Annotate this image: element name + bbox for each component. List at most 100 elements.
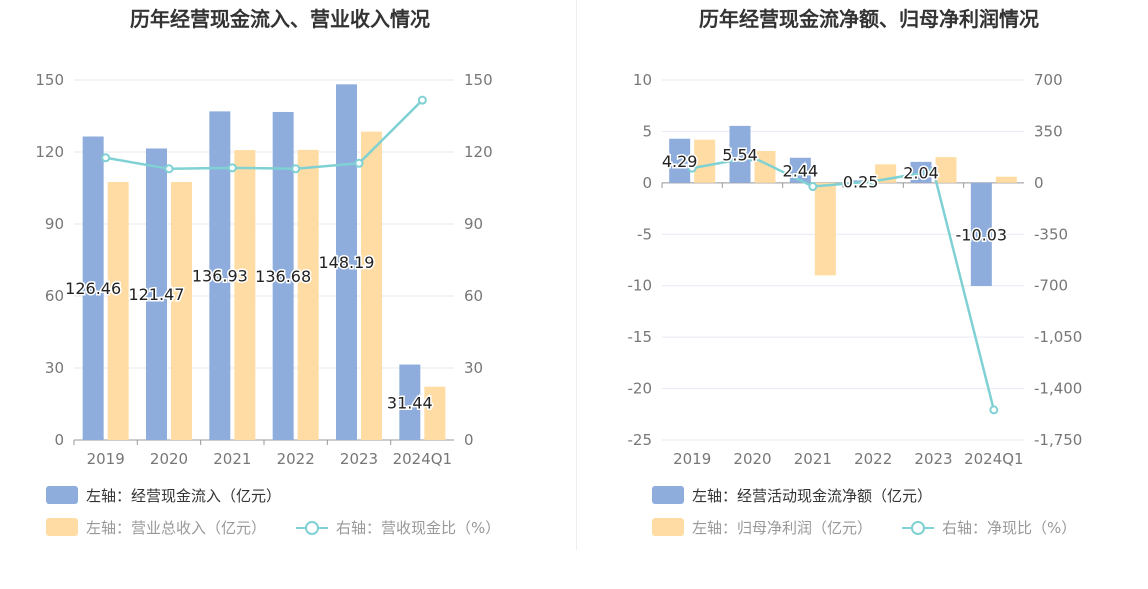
line-series bbox=[691, 155, 996, 411]
x-axis-tick-label: 2021 bbox=[794, 450, 832, 468]
cashflow-revenue-chart: 历年经营现金流入、营业收入情况 0 30 60 90 120 150 0 30 60 90 120 15… bbox=[35, 7, 500, 537]
left-axis-tick-label: 60 bbox=[45, 287, 64, 305]
legend-line-marker bbox=[305, 521, 319, 535]
bar-data-label: 31.44 bbox=[387, 393, 433, 412]
line-point bbox=[929, 166, 938, 176]
left-axis-tick-label: 120 bbox=[35, 143, 64, 161]
x-axis-tick-label: 2019 bbox=[673, 450, 711, 468]
right-axis-tick-label: -350 bbox=[1034, 225, 1068, 243]
legend-label-line: 右轴：净现比（%） bbox=[942, 519, 1076, 537]
panel-divider bbox=[576, 0, 577, 550]
left-axis-tick-label: 30 bbox=[45, 359, 64, 377]
line-point bbox=[748, 152, 757, 162]
right-axis-tick-label: -1,750 bbox=[1034, 431, 1082, 449]
x-axis-tick-label: 2020 bbox=[733, 450, 771, 468]
legend-swatch-secondary bbox=[652, 518, 684, 536]
bar-secondary bbox=[995, 176, 1017, 183]
line-point bbox=[417, 95, 427, 105]
bar-data-label: 126.46 bbox=[65, 279, 121, 298]
bar-data-label: 5.54 bbox=[722, 145, 758, 164]
bar-secondary bbox=[297, 149, 319, 440]
legend-label-primary: 左轴：经营活动现金流净额（亿元） bbox=[692, 487, 932, 505]
x-axis-tick-label: 2022 bbox=[854, 450, 892, 468]
x-axis-tick-label: 2024Q1 bbox=[964, 450, 1024, 468]
line-point bbox=[291, 164, 301, 174]
left-axis-tick-label: 90 bbox=[45, 215, 64, 233]
x-axis-tick-label: 2020 bbox=[150, 450, 188, 468]
left-axis-tick-label: 150 bbox=[35, 71, 64, 89]
bar-primary bbox=[146, 148, 167, 441]
legend-label-secondary: 左轴：归母净利润（亿元） bbox=[692, 519, 872, 537]
chart-panel-netcash-profit: 历年经营现金流净额、归母净利润情况 -25 -20 -15 -10 -5 0 5 10 -1,75… bbox=[574, 0, 1148, 589]
line-point bbox=[354, 158, 364, 168]
right-axis-tick-label: 350 bbox=[1034, 122, 1063, 140]
bar-secondary bbox=[754, 150, 776, 183]
right-axis-tick-label: -1,050 bbox=[1034, 328, 1082, 346]
chart-title: 历年经营现金流入、营业收入情况 bbox=[130, 7, 430, 31]
bar-data-label: -10.03 bbox=[956, 225, 1008, 244]
right-axis-tick-label: 150 bbox=[464, 71, 493, 89]
line-point bbox=[687, 163, 697, 173]
legend-swatch-secondary bbox=[46, 518, 78, 536]
chart-panel-cashflow-revenue: 历年经营现金流入、营业收入情况 0 30 60 90 120 150 0 30 60 90 120 15… bbox=[35, 7, 500, 537]
left-axis-tick-label: -25 bbox=[628, 431, 653, 449]
line-point bbox=[227, 163, 237, 173]
bar-primary bbox=[272, 111, 294, 440]
bar-primary bbox=[399, 364, 421, 440]
bar-primary bbox=[970, 182, 992, 287]
x-axis-tick-label: 2021 bbox=[213, 450, 251, 468]
bar-secondary bbox=[234, 150, 256, 440]
legend-label-primary: 左轴：经营现金流入（亿元） bbox=[86, 487, 281, 505]
bar-primary bbox=[729, 125, 751, 183]
right-axis-tick-label: 30 bbox=[464, 359, 483, 377]
right-axis-tick-label: 60 bbox=[464, 287, 483, 305]
left-axis-tick-label: -10 bbox=[628, 277, 653, 295]
bar-primary bbox=[336, 84, 357, 441]
legend-swatch-primary bbox=[652, 486, 684, 504]
bar-data-label: 2.04 bbox=[903, 163, 939, 182]
right-axis-tick-label: 0 bbox=[1034, 174, 1044, 192]
bar-secondary bbox=[424, 386, 446, 440]
chart-title: 历年经营现金流净额、归母净利润情况 bbox=[699, 7, 1039, 31]
bar-data-label: 4.29 bbox=[662, 152, 698, 171]
legend-label-secondary: 左轴：营业总收入（亿元） bbox=[86, 519, 266, 537]
bar-data-label: 148.19 bbox=[319, 253, 375, 272]
bar-data-label: 136.68 bbox=[255, 267, 311, 286]
x-axis-tick-label: 2023 bbox=[340, 450, 378, 468]
legend-line-marker bbox=[911, 521, 925, 535]
bar-secondary bbox=[107, 182, 129, 440]
left-axis-tick-label: 0 bbox=[54, 431, 64, 449]
bar-data-label: 121.47 bbox=[129, 285, 185, 304]
right-axis-tick-label: -1,400 bbox=[1034, 380, 1082, 398]
bar-secondary bbox=[171, 182, 192, 440]
right-axis-tick-label: 90 bbox=[464, 215, 483, 233]
line-point bbox=[101, 153, 111, 163]
right-axis-tick-label: -700 bbox=[1034, 277, 1068, 295]
right-axis-tick-label: 700 bbox=[1034, 71, 1063, 89]
left-axis-tick-label: -5 bbox=[637, 225, 652, 243]
bar-secondary bbox=[935, 157, 957, 183]
x-axis-tick-label: 2022 bbox=[277, 450, 315, 468]
bar-secondary bbox=[361, 131, 382, 440]
line-point bbox=[989, 405, 999, 415]
line-point bbox=[868, 176, 878, 186]
line-series bbox=[105, 99, 424, 171]
bar-secondary bbox=[694, 139, 716, 183]
x-axis-tick-label: 2019 bbox=[87, 450, 125, 468]
left-axis-tick-label: -15 bbox=[628, 328, 653, 346]
line-point bbox=[808, 182, 818, 192]
bar-secondary bbox=[814, 182, 836, 276]
netcash-profit-chart: 历年经营现金流净额、归母净利润情况 -25 -20 -15 -10 -5 0 5 10 -1,75… bbox=[628, 7, 1083, 537]
line-point bbox=[164, 164, 174, 174]
left-axis-tick-label: 10 bbox=[633, 71, 652, 89]
legend-swatch-primary bbox=[46, 486, 78, 504]
bar-data-label: 2.44 bbox=[783, 161, 819, 180]
left-axis-tick-label: -20 bbox=[628, 380, 653, 398]
bar-data-label: 136.93 bbox=[192, 267, 248, 286]
bar-primary bbox=[669, 138, 691, 183]
x-axis-tick-label: 2024Q1 bbox=[393, 450, 453, 468]
bar-primary bbox=[82, 136, 104, 440]
right-axis-tick-label: 0 bbox=[464, 431, 474, 449]
legend-label-line: 右轴：营收现金比（%） bbox=[336, 519, 500, 537]
bar-primary bbox=[209, 111, 231, 441]
